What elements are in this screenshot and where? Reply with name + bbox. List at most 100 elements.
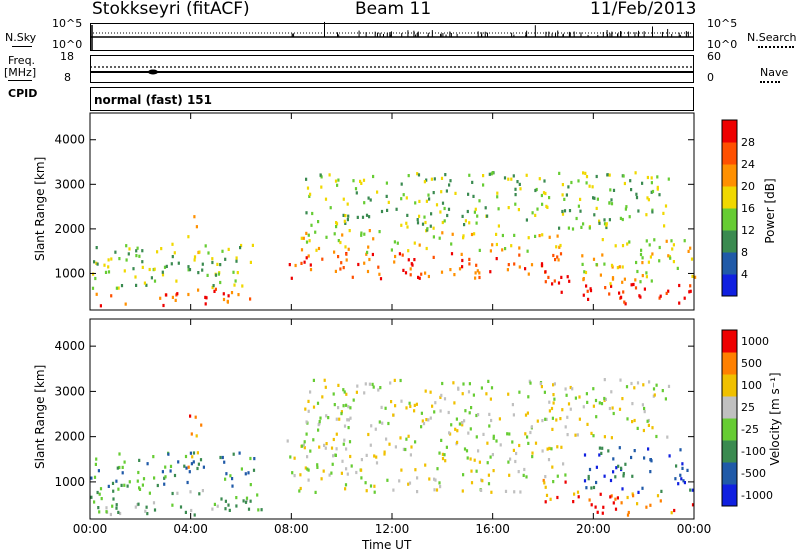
- echo-cell: [556, 445, 559, 449]
- echo-cell: [513, 490, 516, 494]
- echo-cell: [480, 386, 483, 390]
- echo-cell: [100, 497, 103, 501]
- echo-cell: [307, 254, 310, 258]
- beam-title: Beam 11: [355, 0, 432, 19]
- colorbar-tick-label: 24: [741, 158, 755, 171]
- echo-cell: [355, 191, 358, 195]
- echo-cell: [551, 427, 554, 431]
- echo-cell: [568, 279, 571, 283]
- echo-cell: [404, 271, 408, 275]
- echo-cell: [466, 456, 469, 460]
- echo-cell: [420, 425, 423, 429]
- echo-cell: [583, 270, 586, 274]
- echo-cell: [585, 284, 588, 288]
- echo-cell: [474, 271, 477, 275]
- echo-cell: [150, 276, 153, 280]
- echo-cell: [647, 260, 650, 264]
- echo-cell: [609, 188, 612, 192]
- echo-cell: [344, 214, 347, 218]
- echo-cell: [414, 440, 417, 444]
- echo-cell: [525, 218, 528, 222]
- freq-label: Freq.: [8, 54, 36, 67]
- echo-cell: [463, 223, 466, 227]
- echo-cell: [342, 404, 345, 408]
- echo-cell: [630, 283, 633, 287]
- echo-cell: [451, 232, 454, 236]
- echo-cell: [348, 440, 352, 444]
- echo-cell: [526, 411, 529, 415]
- echo-cell: [645, 275, 648, 279]
- echo-cell: [249, 499, 252, 503]
- echo-cell: [364, 382, 367, 386]
- colorbar-swatch: [722, 230, 737, 253]
- echo-cell: [566, 433, 569, 437]
- echo-cell: [468, 262, 471, 266]
- echo-cell: [366, 269, 370, 274]
- echo-cell: [347, 418, 350, 422]
- echo-cell: [603, 396, 606, 401]
- echo-cell: [125, 258, 128, 262]
- echo-cell: [235, 256, 238, 260]
- echo-cell: [389, 381, 392, 385]
- echo-cell: [665, 239, 668, 243]
- echo-cell: [639, 280, 642, 284]
- echo-cell: [345, 447, 348, 451]
- echo-cell: [216, 504, 219, 508]
- echo-cell: [536, 419, 539, 423]
- echo-cell: [226, 300, 229, 304]
- echo-cell: [512, 448, 515, 452]
- noise-right-tick-bottom: 10^0: [707, 38, 738, 51]
- echo-cell: [107, 265, 110, 269]
- echo-cell: [343, 424, 347, 428]
- echo-cell: [489, 270, 492, 274]
- echo-cell: [447, 207, 451, 211]
- echo-cell: [655, 434, 658, 439]
- y-tick-label: 1000: [54, 266, 85, 280]
- echo-cell: [659, 294, 662, 298]
- echo-cell: [687, 249, 690, 253]
- echo-cell: [598, 453, 601, 457]
- freq-legend-line: [8, 80, 32, 81]
- echo-cell: [586, 400, 589, 404]
- echo-cell: [368, 215, 371, 219]
- echo-cell: [115, 503, 118, 507]
- echo-cell: [614, 475, 617, 479]
- echo-cell: [107, 258, 110, 262]
- echo-cell: [392, 488, 395, 492]
- echo-cell: [445, 445, 448, 449]
- echo-cell: [375, 455, 378, 459]
- echo-cell: [540, 263, 544, 268]
- echo-cell: [641, 486, 644, 490]
- echo-cell: [187, 268, 190, 272]
- echo-cell: [93, 260, 96, 264]
- echo-cell: [582, 278, 585, 282]
- echo-cell: [461, 258, 464, 263]
- echo-cell: [461, 423, 464, 427]
- echo-cell: [641, 403, 644, 407]
- echo-cell: [455, 417, 458, 421]
- echo-cell: [162, 303, 165, 308]
- echo-cell: [560, 445, 563, 449]
- echo-cell: [211, 285, 214, 290]
- echo-cell: [530, 425, 533, 429]
- echo-cell: [142, 477, 146, 481]
- echo-cell: [335, 447, 338, 451]
- echo-cell: [651, 189, 655, 194]
- echo-cell: [429, 416, 432, 420]
- echo-cell: [418, 276, 421, 280]
- echo-cell: [252, 468, 256, 472]
- echo-cell: [605, 222, 608, 226]
- echo-cell: [407, 482, 410, 486]
- echo-cell: [490, 490, 493, 494]
- echo-cell: [628, 215, 631, 219]
- y-tick-label: 2000: [54, 430, 85, 444]
- echo-cell: [416, 221, 420, 225]
- echo-cell: [305, 231, 308, 235]
- echo-cell: [356, 384, 359, 388]
- echo-cell: [636, 502, 639, 506]
- echo-cell: [349, 416, 352, 420]
- echo-cell: [586, 422, 589, 426]
- echo-cell: [564, 473, 567, 477]
- echo-cell: [239, 246, 242, 250]
- echo-cell: [592, 485, 596, 490]
